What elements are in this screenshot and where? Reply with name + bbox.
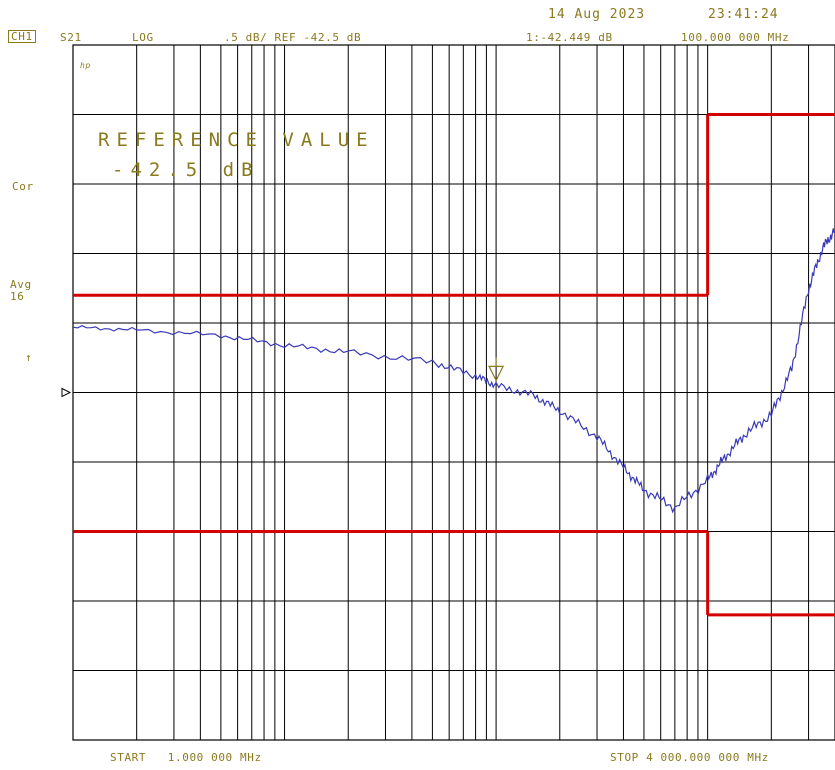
time-label: 23:41:24	[708, 7, 779, 22]
averaging-indicator: Avg	[10, 278, 32, 291]
format-label: LOG	[132, 31, 154, 44]
up-arrow-icon: ↑	[25, 351, 33, 364]
reference-pointer-icon	[61, 387, 72, 398]
measurement-trace	[72, 228, 835, 514]
date-label: 14 Aug 2023	[548, 7, 646, 22]
hp-logo: hp	[80, 61, 91, 70]
stop-frequency: STOP 4 000.000 000 MHz	[610, 751, 769, 764]
start-frequency: START 1.000 000 MHz	[110, 751, 262, 764]
reference-title: REFERENCE VALUE	[98, 129, 375, 151]
marker-readout: 1:-42.449 dB	[526, 31, 613, 44]
correction-indicator: Cor	[12, 180, 34, 193]
scale-label: .5 dB/ REF -42.5 dB	[224, 31, 362, 44]
channel-label: CH1	[8, 30, 36, 43]
parameter-label: S21	[60, 31, 82, 44]
reference-value: -42.5 dB	[112, 159, 260, 181]
marker-frequency: 100.000 000 MHz	[681, 31, 790, 44]
averaging-count: 16	[10, 290, 25, 303]
